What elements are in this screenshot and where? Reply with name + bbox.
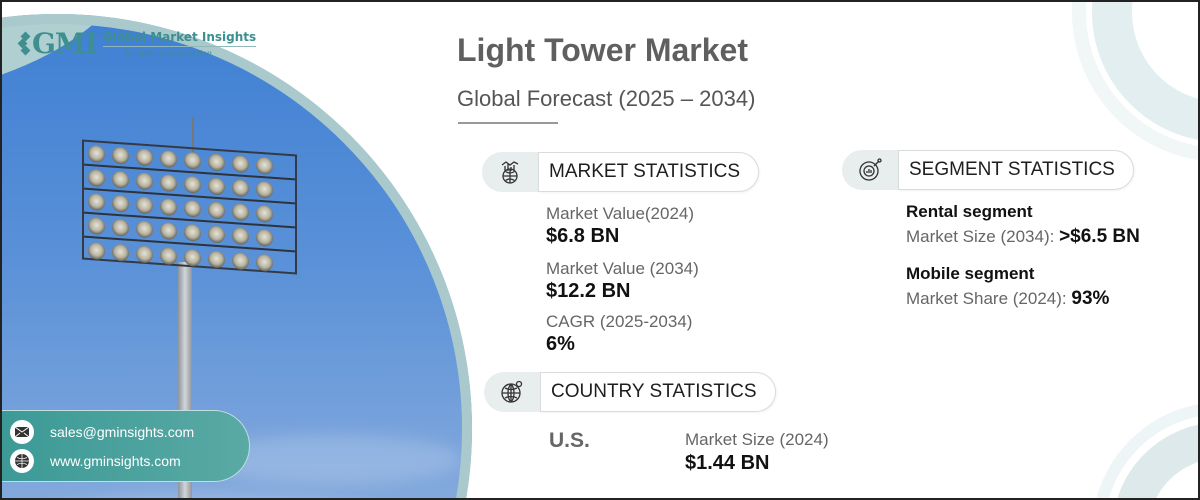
segment-metric-label: Market Share (2024): [906,289,1067,308]
globe-icon [10,448,34,473]
market-statistics-label: MARKET STATISTICS [538,152,760,192]
country-metric-label: Market Size (2024) [685,430,829,449]
market-statistics-header: MARKET STATISTICS [482,152,760,192]
country-name: U.S. [549,429,590,452]
envelope-icon [10,419,34,444]
logo-mark: GMI [17,27,98,60]
page-subtitle: Global Forecast (2025 – 2034) [457,86,756,111]
stat-label-market-value-2034: Market Value (2034) [546,259,699,278]
contact-email-row[interactable]: sales@gminsights.com [10,417,249,446]
title-divider [458,122,558,124]
page-title: Light Tower Market [457,32,748,68]
segment-statistics-label: SEGMENT STATISTICS [898,150,1134,190]
contact-email[interactable]: sales@gminsights.com [50,423,195,440]
stat-value-market-value-2034: $12.2 BN [546,280,631,302]
segment-metric-label: Market Size (2034): [906,227,1055,246]
brand-tagline: Insights to Innovation [125,48,212,58]
segment-metric-value: 93% [1071,288,1110,309]
country-statistics-header: COUNTRY STATISTICS [484,372,776,412]
tower-antenna [192,117,194,157]
segment-metric-value: >$6.5 BN [1059,226,1140,247]
logo-letters: GMI [32,27,98,60]
segment-title-mobile: Mobile segment [906,264,1035,283]
brand-name: Global Market Insights [103,30,257,47]
country-metric-value: $1.44 BN [685,452,770,474]
contact-website[interactable]: www.gminsights.com [50,452,181,469]
segment-metric-rental: Market Size (2034): >$6.5 BN [906,226,1140,248]
globe-pin-icon [484,372,540,412]
segment-title-rental: Rental segment [906,202,1033,221]
floodlight-array [82,139,297,275]
stat-label-cagr: CAGR (2025-2034) [546,312,693,331]
stat-value-cagr: 6% [546,333,575,355]
pie-chart-target-icon [842,150,898,190]
logo-diamond-icon [17,31,31,55]
segment-statistics-header: SEGMENT STATISTICS [842,150,1134,190]
chart-globe-icon [482,152,538,192]
contact-banner: sales@gminsights.com www.gminsights.com [2,410,250,482]
contact-website-row[interactable]: www.gminsights.com [10,446,249,475]
cloud [22,494,402,498]
country-statistics-label: COUNTRY STATISTICS [540,372,776,412]
segment-metric-mobile: Market Share (2024): 93% [906,288,1109,310]
stat-label-market-value-2024: Market Value(2024) [546,204,695,223]
stat-value-market-value-2024: $6.8 BN [546,225,620,247]
gmi-logo: GMI Global Market Insights Insights to I… [17,27,257,60]
